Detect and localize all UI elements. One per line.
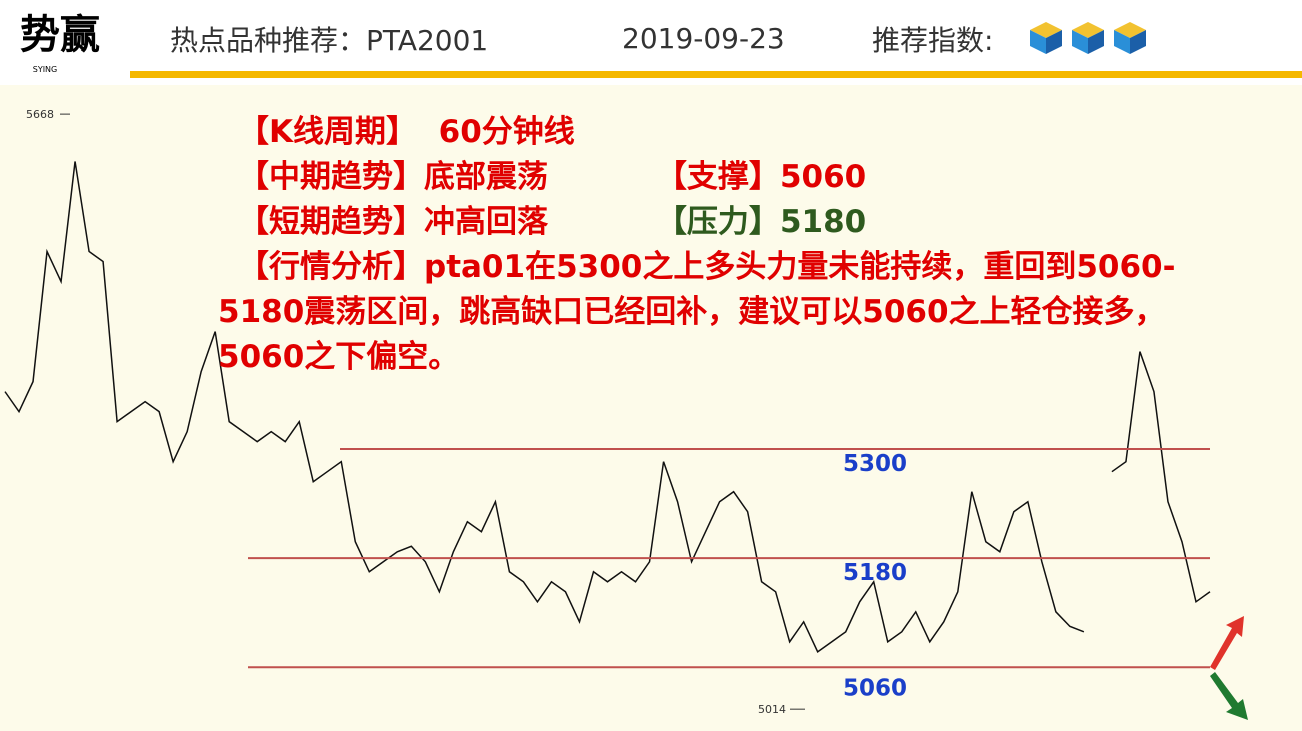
analysis: 【行情分析】pta01在5300之上多头力量未能持续，重回到5060-5180震… bbox=[218, 249, 1176, 375]
down-arrow bbox=[1210, 672, 1248, 720]
notes-row: 【中期趋势】底部震荡 【支撑】5060 bbox=[238, 155, 1238, 200]
rating-label: 推荐指数: bbox=[872, 24, 993, 57]
up-arrow bbox=[1210, 616, 1244, 670]
value: 5060 bbox=[779, 159, 867, 195]
logo: 势赢 bbox=[20, 11, 100, 58]
value: 5180 bbox=[779, 204, 867, 240]
value: 冲高回落 bbox=[424, 204, 548, 240]
notes-row: 【短期趋势】冲高回落 【压力】5180 bbox=[238, 200, 1238, 245]
rating bbox=[1030, 22, 1146, 54]
rating-cube-left bbox=[1030, 30, 1046, 54]
low-label: 5014 bbox=[758, 703, 786, 716]
title: 热点品种推荐：PTA2001 bbox=[170, 24, 488, 57]
level-label: 5060 bbox=[843, 675, 907, 701]
header-bar bbox=[130, 71, 1302, 78]
high-label: 5668 bbox=[26, 108, 54, 121]
label: 【支撑】 bbox=[655, 159, 780, 195]
label: 【中期趋势】 bbox=[238, 159, 424, 195]
notes-row: 【K线周期】 60分钟线 bbox=[238, 110, 1238, 155]
chart-background bbox=[0, 85, 1302, 731]
value: 底部震荡 bbox=[424, 159, 548, 195]
notes: 【K线周期】 60分钟线 【中期趋势】底部震荡 【支撑】5060 【短期趋势】冲… bbox=[218, 110, 1238, 380]
price-line bbox=[4, 161, 1085, 653]
date: 2019-09-23 bbox=[622, 22, 785, 55]
label: 【压力】 bbox=[655, 204, 780, 240]
rating-cube-right bbox=[1088, 30, 1104, 54]
level-label: 5300 bbox=[843, 451, 907, 477]
label: 【K线周期】 bbox=[238, 114, 418, 150]
value: 60分钟线 bbox=[438, 114, 575, 150]
label: 【短期趋势】 bbox=[238, 204, 424, 240]
rating-cube-right bbox=[1130, 30, 1146, 54]
logo-en: SYING bbox=[33, 65, 58, 74]
rating-cube-left bbox=[1072, 30, 1088, 54]
rating-cube-left bbox=[1114, 30, 1130, 54]
price-line bbox=[1111, 351, 1211, 604]
rating-cube-right bbox=[1046, 30, 1062, 54]
chart: 5668 5014 5300 5180 5060 bbox=[4, 108, 1211, 716]
level-label: 5180 bbox=[843, 560, 907, 586]
